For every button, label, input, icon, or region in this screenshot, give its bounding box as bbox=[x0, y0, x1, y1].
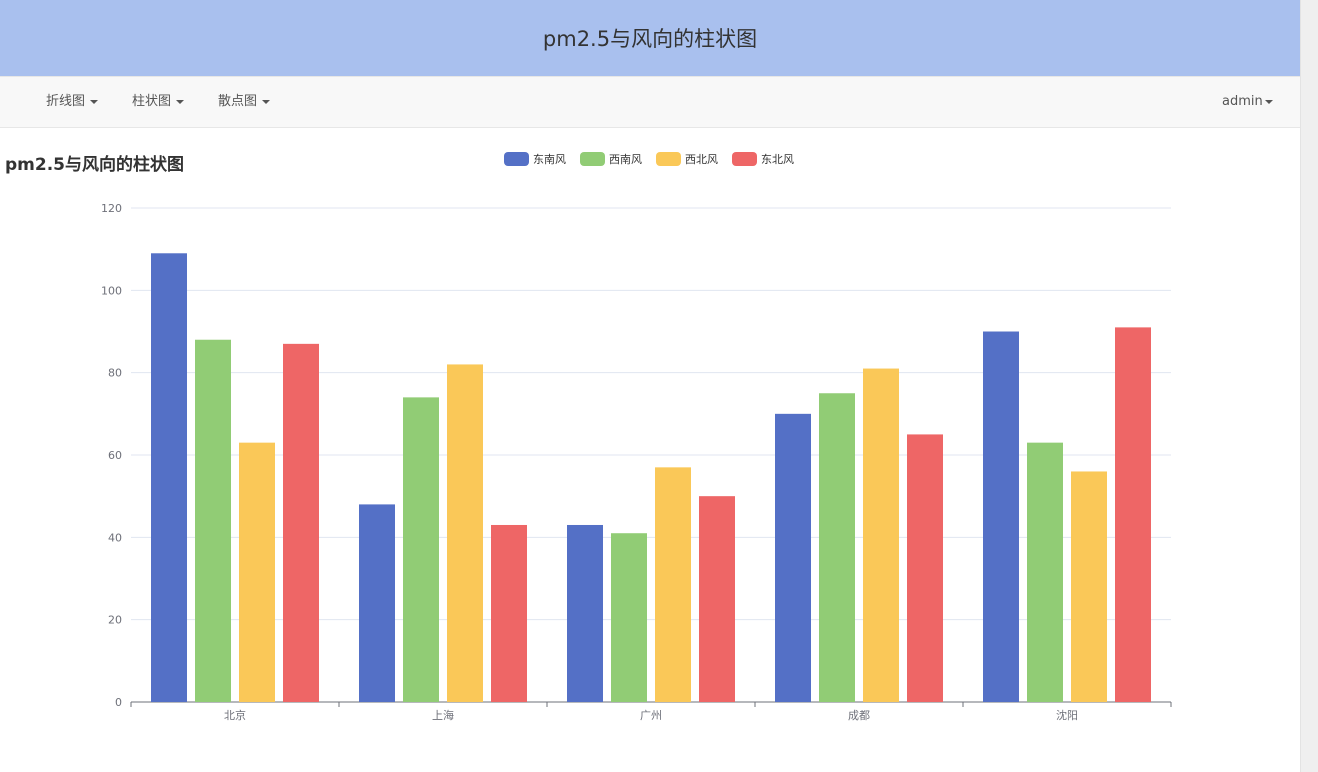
legend-swatch bbox=[580, 152, 605, 166]
menu-scatter-chart-label: 散点图 bbox=[218, 94, 258, 109]
bar bbox=[983, 331, 1019, 702]
legend-swatch bbox=[504, 152, 529, 166]
vertical-scrollbar[interactable] bbox=[1300, 0, 1318, 772]
user-menu[interactable]: admin bbox=[1222, 77, 1273, 127]
bar bbox=[1027, 442, 1063, 702]
x-tick-label: 成都 bbox=[848, 709, 870, 722]
bar bbox=[567, 524, 603, 702]
bar bbox=[655, 467, 691, 702]
navbar: 折线图 柱状图 散点图 admin bbox=[0, 76, 1300, 128]
x-tick-label: 广州 bbox=[640, 709, 662, 722]
y-tick-label: 20 bbox=[108, 614, 122, 627]
x-tick-label: 上海 bbox=[432, 708, 454, 722]
bar bbox=[699, 496, 735, 702]
legend-label: 东南风 bbox=[533, 153, 566, 166]
bar bbox=[403, 397, 439, 702]
bar bbox=[775, 413, 811, 702]
bar bbox=[239, 442, 275, 702]
y-tick-label: 40 bbox=[108, 531, 122, 544]
legend-label: 西南风 bbox=[609, 153, 642, 166]
page-banner: pm2.5与风向的柱状图 bbox=[0, 0, 1300, 76]
bar bbox=[611, 533, 647, 702]
legend-swatch bbox=[656, 152, 681, 166]
bar bbox=[491, 524, 527, 702]
menu-line-chart-label: 折线图 bbox=[46, 94, 86, 109]
y-tick-label: 100 bbox=[101, 284, 122, 297]
banner-title: pm2.5与风向的柱状图 bbox=[542, 27, 758, 51]
bar bbox=[447, 364, 483, 702]
chevron-down-icon bbox=[262, 99, 271, 104]
y-tick-label: 120 bbox=[101, 202, 122, 215]
chart-title: pm2.5与风向的柱状图 bbox=[5, 155, 184, 175]
menu-bar-chart-label: 柱状图 bbox=[132, 94, 172, 109]
bar bbox=[863, 368, 899, 702]
bar bbox=[907, 434, 943, 702]
chevron-down-icon bbox=[1264, 99, 1273, 104]
bar-chart: 0 20 40 60 80 100 120 北京 上海 广州 成都 沈阳 东南风 西南风 西北风 东北风 bbox=[101, 152, 1172, 722]
menu-line-chart[interactable]: 折线图 bbox=[46, 77, 99, 127]
legend-swatch bbox=[732, 152, 757, 166]
y-tick-label: 0 bbox=[115, 696, 122, 709]
chart-area: 0 20 40 60 80 100 120 北京 上海 广州 成都 沈阳 东南风 西南风 西北风 东北风 bbox=[0, 128, 1300, 772]
bar bbox=[195, 339, 231, 702]
bar bbox=[819, 393, 855, 702]
bar bbox=[283, 343, 319, 702]
x-tick-label: 北京 bbox=[224, 708, 246, 722]
bar bbox=[359, 504, 395, 702]
menu-bar-chart[interactable]: 柱状图 bbox=[132, 77, 185, 127]
user-name: admin bbox=[1222, 94, 1263, 109]
x-tick-label: 沈阳 bbox=[1056, 708, 1078, 722]
bar bbox=[1115, 327, 1151, 702]
menu-scatter-chart[interactable]: 散点图 bbox=[218, 77, 271, 127]
bar bbox=[1071, 471, 1107, 702]
y-tick-label: 80 bbox=[108, 367, 122, 380]
legend-label: 西北风 bbox=[685, 153, 718, 166]
legend-label: 东北风 bbox=[761, 153, 794, 166]
y-tick-label: 60 bbox=[108, 449, 122, 462]
chevron-down-icon bbox=[176, 99, 185, 104]
bar bbox=[151, 253, 187, 702]
chevron-down-icon bbox=[90, 99, 99, 104]
